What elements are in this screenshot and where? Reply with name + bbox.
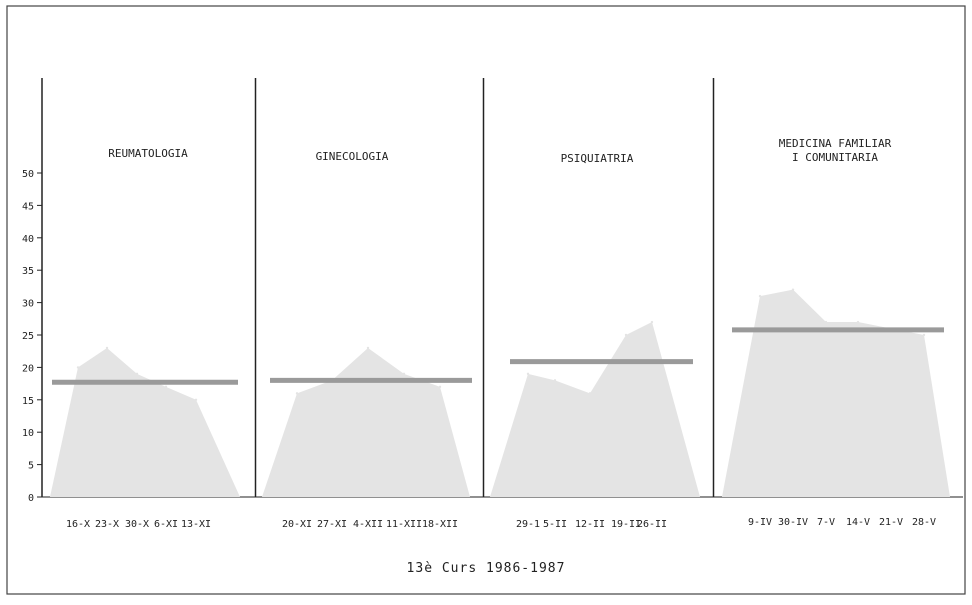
x-tick-label: 12-II bbox=[575, 519, 605, 530]
data-point bbox=[194, 398, 198, 401]
x-tick-label: 6-XI bbox=[154, 519, 178, 530]
y-tick-label: 50 bbox=[22, 169, 34, 180]
y-tick-label: 40 bbox=[22, 234, 34, 245]
panels: REUMATOLOGIA 16-X 23-X 30-X 6-XI 13-XI GINECOL… bbox=[50, 78, 950, 530]
panel-1: REUMATOLOGIA 16-X 23-X 30-X 6-XI 13-XI bbox=[50, 78, 257, 530]
data-point bbox=[758, 294, 762, 298]
y-tick-label: 20 bbox=[22, 363, 34, 374]
x-tick-label: 11-XII bbox=[386, 519, 422, 530]
panel-2: GINECOLOGIA 20-XI 27-XI 4-XII 11-XII 18-XII bbox=[262, 78, 485, 530]
y-tick-label: 45 bbox=[22, 201, 34, 212]
data-point bbox=[76, 366, 80, 369]
x-tick-label: 26-II bbox=[637, 519, 667, 530]
x-tick-label: 4-XII bbox=[353, 519, 383, 530]
x-tick-label: 27-XI bbox=[317, 519, 347, 530]
x-tick-label: 13-XI bbox=[181, 519, 211, 530]
outer-frame bbox=[6, 5, 966, 595]
y-tick-label: 0 bbox=[28, 493, 34, 504]
y-tick-label: 15 bbox=[22, 396, 34, 407]
x-tick-label: 18-XII bbox=[422, 519, 458, 530]
data-point bbox=[624, 333, 628, 337]
data-point bbox=[553, 379, 557, 382]
x-tick-label: 7-V bbox=[817, 517, 835, 528]
y-tick-label: 10 bbox=[22, 428, 34, 439]
data-point bbox=[438, 385, 442, 389]
area-series bbox=[262, 347, 470, 497]
x-tick-label: 19-II bbox=[611, 519, 641, 530]
data-point bbox=[105, 346, 109, 350]
x-tick-label: 23-X bbox=[95, 519, 119, 530]
panel-title: I COMUNITARIA bbox=[792, 151, 878, 164]
x-tick-label: 30-X bbox=[125, 519, 149, 530]
panel-title: REUMATOLOGIA bbox=[108, 147, 188, 160]
data-point bbox=[164, 385, 168, 389]
data-point bbox=[650, 320, 654, 324]
x-tick-label: 28-V bbox=[912, 517, 936, 528]
data-point bbox=[526, 372, 530, 376]
data-point bbox=[922, 333, 926, 337]
data-point bbox=[824, 320, 828, 324]
y-tick-label: 35 bbox=[22, 266, 34, 277]
y-tick-label: 25 bbox=[22, 331, 34, 342]
area-series bbox=[50, 347, 240, 497]
x-tick-label: 21-V bbox=[879, 517, 903, 528]
data-point bbox=[295, 392, 299, 395]
panel-title: PSIQUIATRIA bbox=[561, 152, 634, 165]
chart-caption: 13è Curs 1986-1987 bbox=[407, 561, 566, 576]
data-point bbox=[856, 320, 860, 324]
x-tick-label: 16-X bbox=[66, 519, 90, 530]
panel-title: GINECOLOGIA bbox=[316, 150, 389, 163]
area-series bbox=[490, 322, 700, 497]
x-tick-label: 14-V bbox=[846, 517, 870, 528]
panel-title: MEDICINA FAMILIAR bbox=[779, 137, 892, 150]
x-tick-label: 20-XI bbox=[282, 519, 312, 530]
x-tick-label: 29-1 bbox=[516, 519, 540, 530]
x-tick-label: 5-II bbox=[543, 519, 567, 530]
data-point bbox=[402, 372, 406, 376]
area-series bbox=[722, 289, 950, 497]
y-tick-label: 5 bbox=[28, 461, 34, 472]
data-point bbox=[791, 288, 795, 291]
data-point bbox=[135, 372, 139, 376]
y-tick-label: 30 bbox=[22, 299, 34, 310]
x-tick-label: 30-IV bbox=[778, 517, 808, 528]
data-point bbox=[366, 346, 370, 350]
x-tick-label: 9-IV bbox=[748, 517, 772, 528]
data-point bbox=[588, 392, 592, 395]
